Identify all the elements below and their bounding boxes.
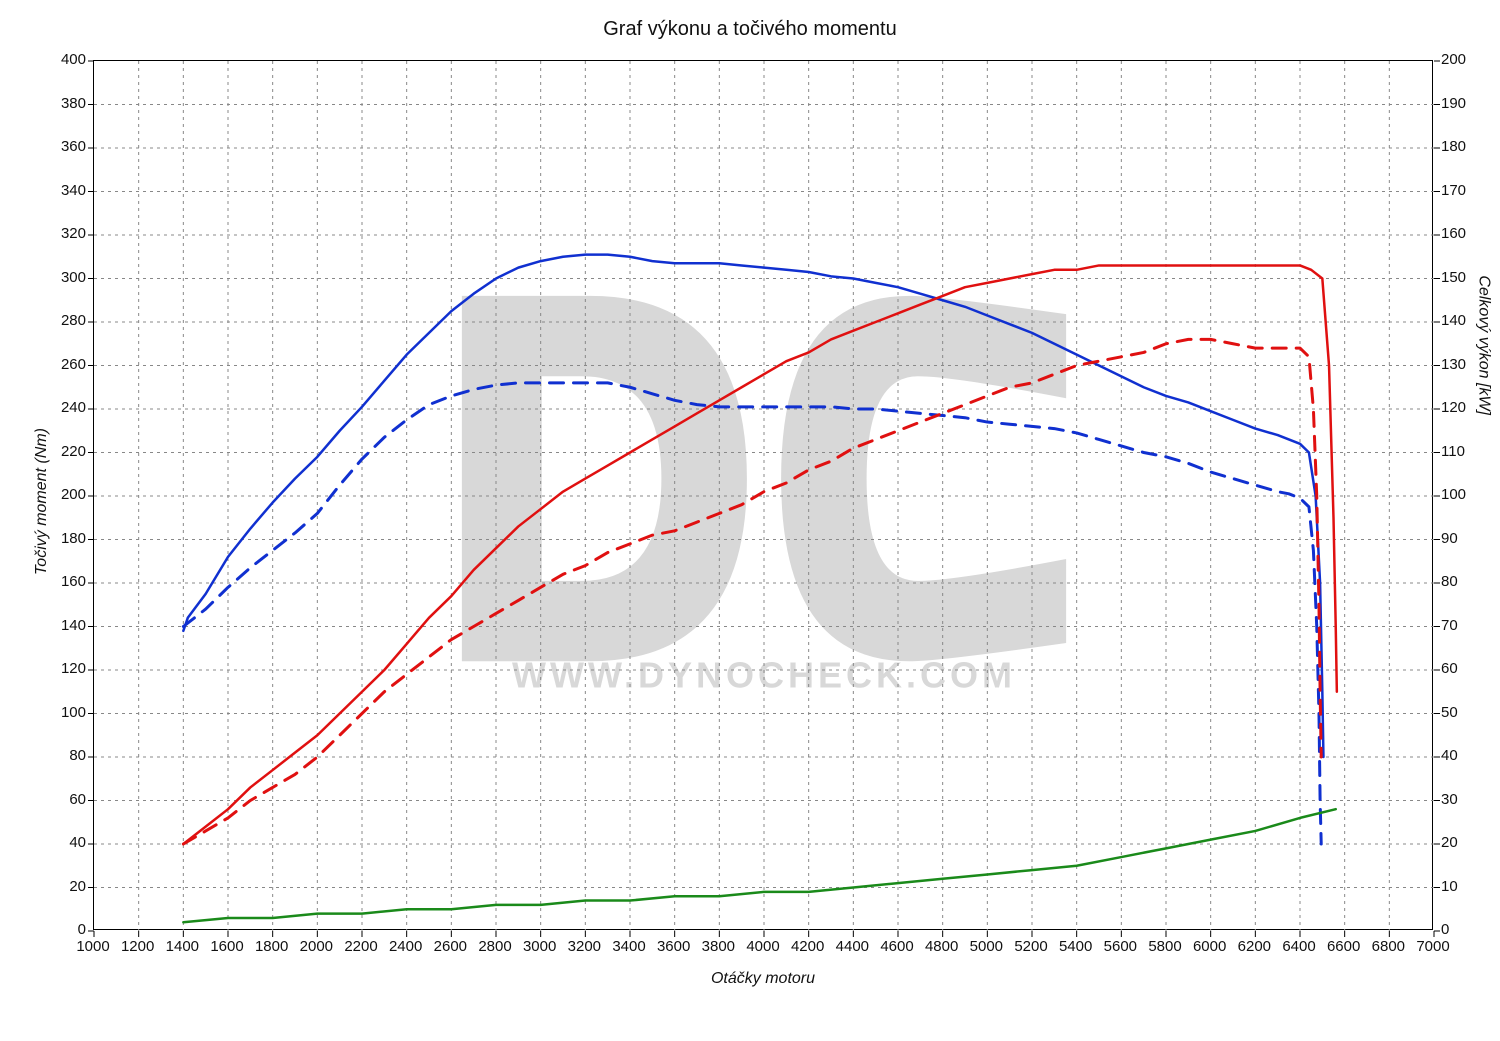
y-right-tick-label: 120: [1441, 399, 1481, 416]
x-tick-label: 5400: [1051, 938, 1101, 955]
x-tick-label: 1000: [68, 938, 118, 955]
y-right-tick-label: 200: [1441, 51, 1481, 68]
x-tick-label: 2000: [291, 938, 341, 955]
x-tick-label: 5600: [1095, 938, 1145, 955]
x-tick-label: 3600: [649, 938, 699, 955]
y-left-tick-label: 60: [48, 791, 86, 808]
x-tick-label: 7000: [1408, 938, 1458, 955]
y-left-tick-label: 340: [48, 182, 86, 199]
y-left-tick-label: 20: [48, 878, 86, 895]
x-tick-label: 2400: [381, 938, 431, 955]
y-left-tick-label: 200: [48, 486, 86, 503]
chart-container: Graf výkonu a točivého momentu WWW.DYNOC…: [0, 0, 1500, 1041]
y-right-tick-label: 130: [1441, 356, 1481, 373]
x-tick-label: 3800: [693, 938, 743, 955]
x-tick-label: 5800: [1140, 938, 1190, 955]
x-tick-label: 4600: [872, 938, 922, 955]
y-right-tick-label: 60: [1441, 660, 1481, 677]
y-right-tick-label: 150: [1441, 269, 1481, 286]
x-tick-label: 6200: [1229, 938, 1279, 955]
x-tick-label: 4800: [917, 938, 967, 955]
y-right-axis-label: Celkový výkon [kW]: [1475, 275, 1493, 415]
plot-area: WWW.DYNOCHECK.COM: [93, 60, 1433, 930]
series-losses: [183, 809, 1335, 922]
y-right-tick-label: 0: [1441, 921, 1481, 938]
x-tick-label: 6600: [1319, 938, 1369, 955]
x-tick-label: 6400: [1274, 938, 1324, 955]
y-left-tick-label: 140: [48, 617, 86, 634]
x-tick-label: 2200: [336, 938, 386, 955]
y-left-tick-label: 300: [48, 269, 86, 286]
y-right-tick-label: 80: [1441, 573, 1481, 590]
chart-svg: WWW.DYNOCHECK.COM: [94, 61, 1434, 931]
y-left-tick-label: 380: [48, 95, 86, 112]
y-right-tick-label: 50: [1441, 704, 1481, 721]
y-right-tick-label: 20: [1441, 834, 1481, 851]
y-right-tick-label: 170: [1441, 182, 1481, 199]
y-right-tick-label: 40: [1441, 747, 1481, 764]
y-right-tick-label: 110: [1441, 443, 1481, 460]
x-tick-label: 4200: [783, 938, 833, 955]
x-tick-label: 4000: [738, 938, 788, 955]
y-left-tick-label: 40: [48, 834, 86, 851]
x-tick-label: 4400: [827, 938, 877, 955]
y-left-tick-label: 360: [48, 138, 86, 155]
x-axis-label: Otáčky motoru: [93, 970, 1433, 988]
y-left-tick-label: 320: [48, 225, 86, 242]
x-tick-label: 3400: [604, 938, 654, 955]
y-right-tick-label: 140: [1441, 312, 1481, 329]
y-left-tick-label: 120: [48, 660, 86, 677]
y-right-tick-label: 180: [1441, 138, 1481, 155]
x-tick-label: 1600: [202, 938, 252, 955]
x-tick-label: 6000: [1185, 938, 1235, 955]
y-left-tick-label: 220: [48, 443, 86, 460]
x-tick-label: 3200: [559, 938, 609, 955]
y-left-tick-label: 0: [48, 921, 86, 938]
y-right-tick-label: 90: [1441, 530, 1481, 547]
y-right-tick-label: 100: [1441, 486, 1481, 503]
y-left-tick-label: 180: [48, 530, 86, 547]
y-left-tick-label: 280: [48, 312, 86, 329]
x-tick-label: 1200: [113, 938, 163, 955]
y-left-tick-label: 260: [48, 356, 86, 373]
x-tick-label: 5200: [1006, 938, 1056, 955]
y-right-tick-label: 70: [1441, 617, 1481, 634]
y-left-tick-label: 100: [48, 704, 86, 721]
y-right-tick-label: 190: [1441, 95, 1481, 112]
y-right-tick-label: 30: [1441, 791, 1481, 808]
y-right-tick-label: 10: [1441, 878, 1481, 895]
y-left-tick-label: 160: [48, 573, 86, 590]
x-tick-label: 1400: [157, 938, 207, 955]
y-left-tick-label: 80: [48, 747, 86, 764]
x-tick-label: 6800: [1363, 938, 1413, 955]
x-tick-label: 2600: [425, 938, 475, 955]
svg-text:WWW.DYNOCHECK.COM: WWW.DYNOCHECK.COM: [512, 654, 1016, 695]
chart-title: Graf výkonu a točivého momentu: [0, 18, 1500, 41]
x-tick-label: 1800: [247, 938, 297, 955]
x-tick-label: 2800: [470, 938, 520, 955]
x-tick-label: 5000: [961, 938, 1011, 955]
y-left-tick-label: 240: [48, 399, 86, 416]
y-left-tick-label: 400: [48, 51, 86, 68]
y-right-tick-label: 160: [1441, 225, 1481, 242]
x-tick-label: 3000: [515, 938, 565, 955]
